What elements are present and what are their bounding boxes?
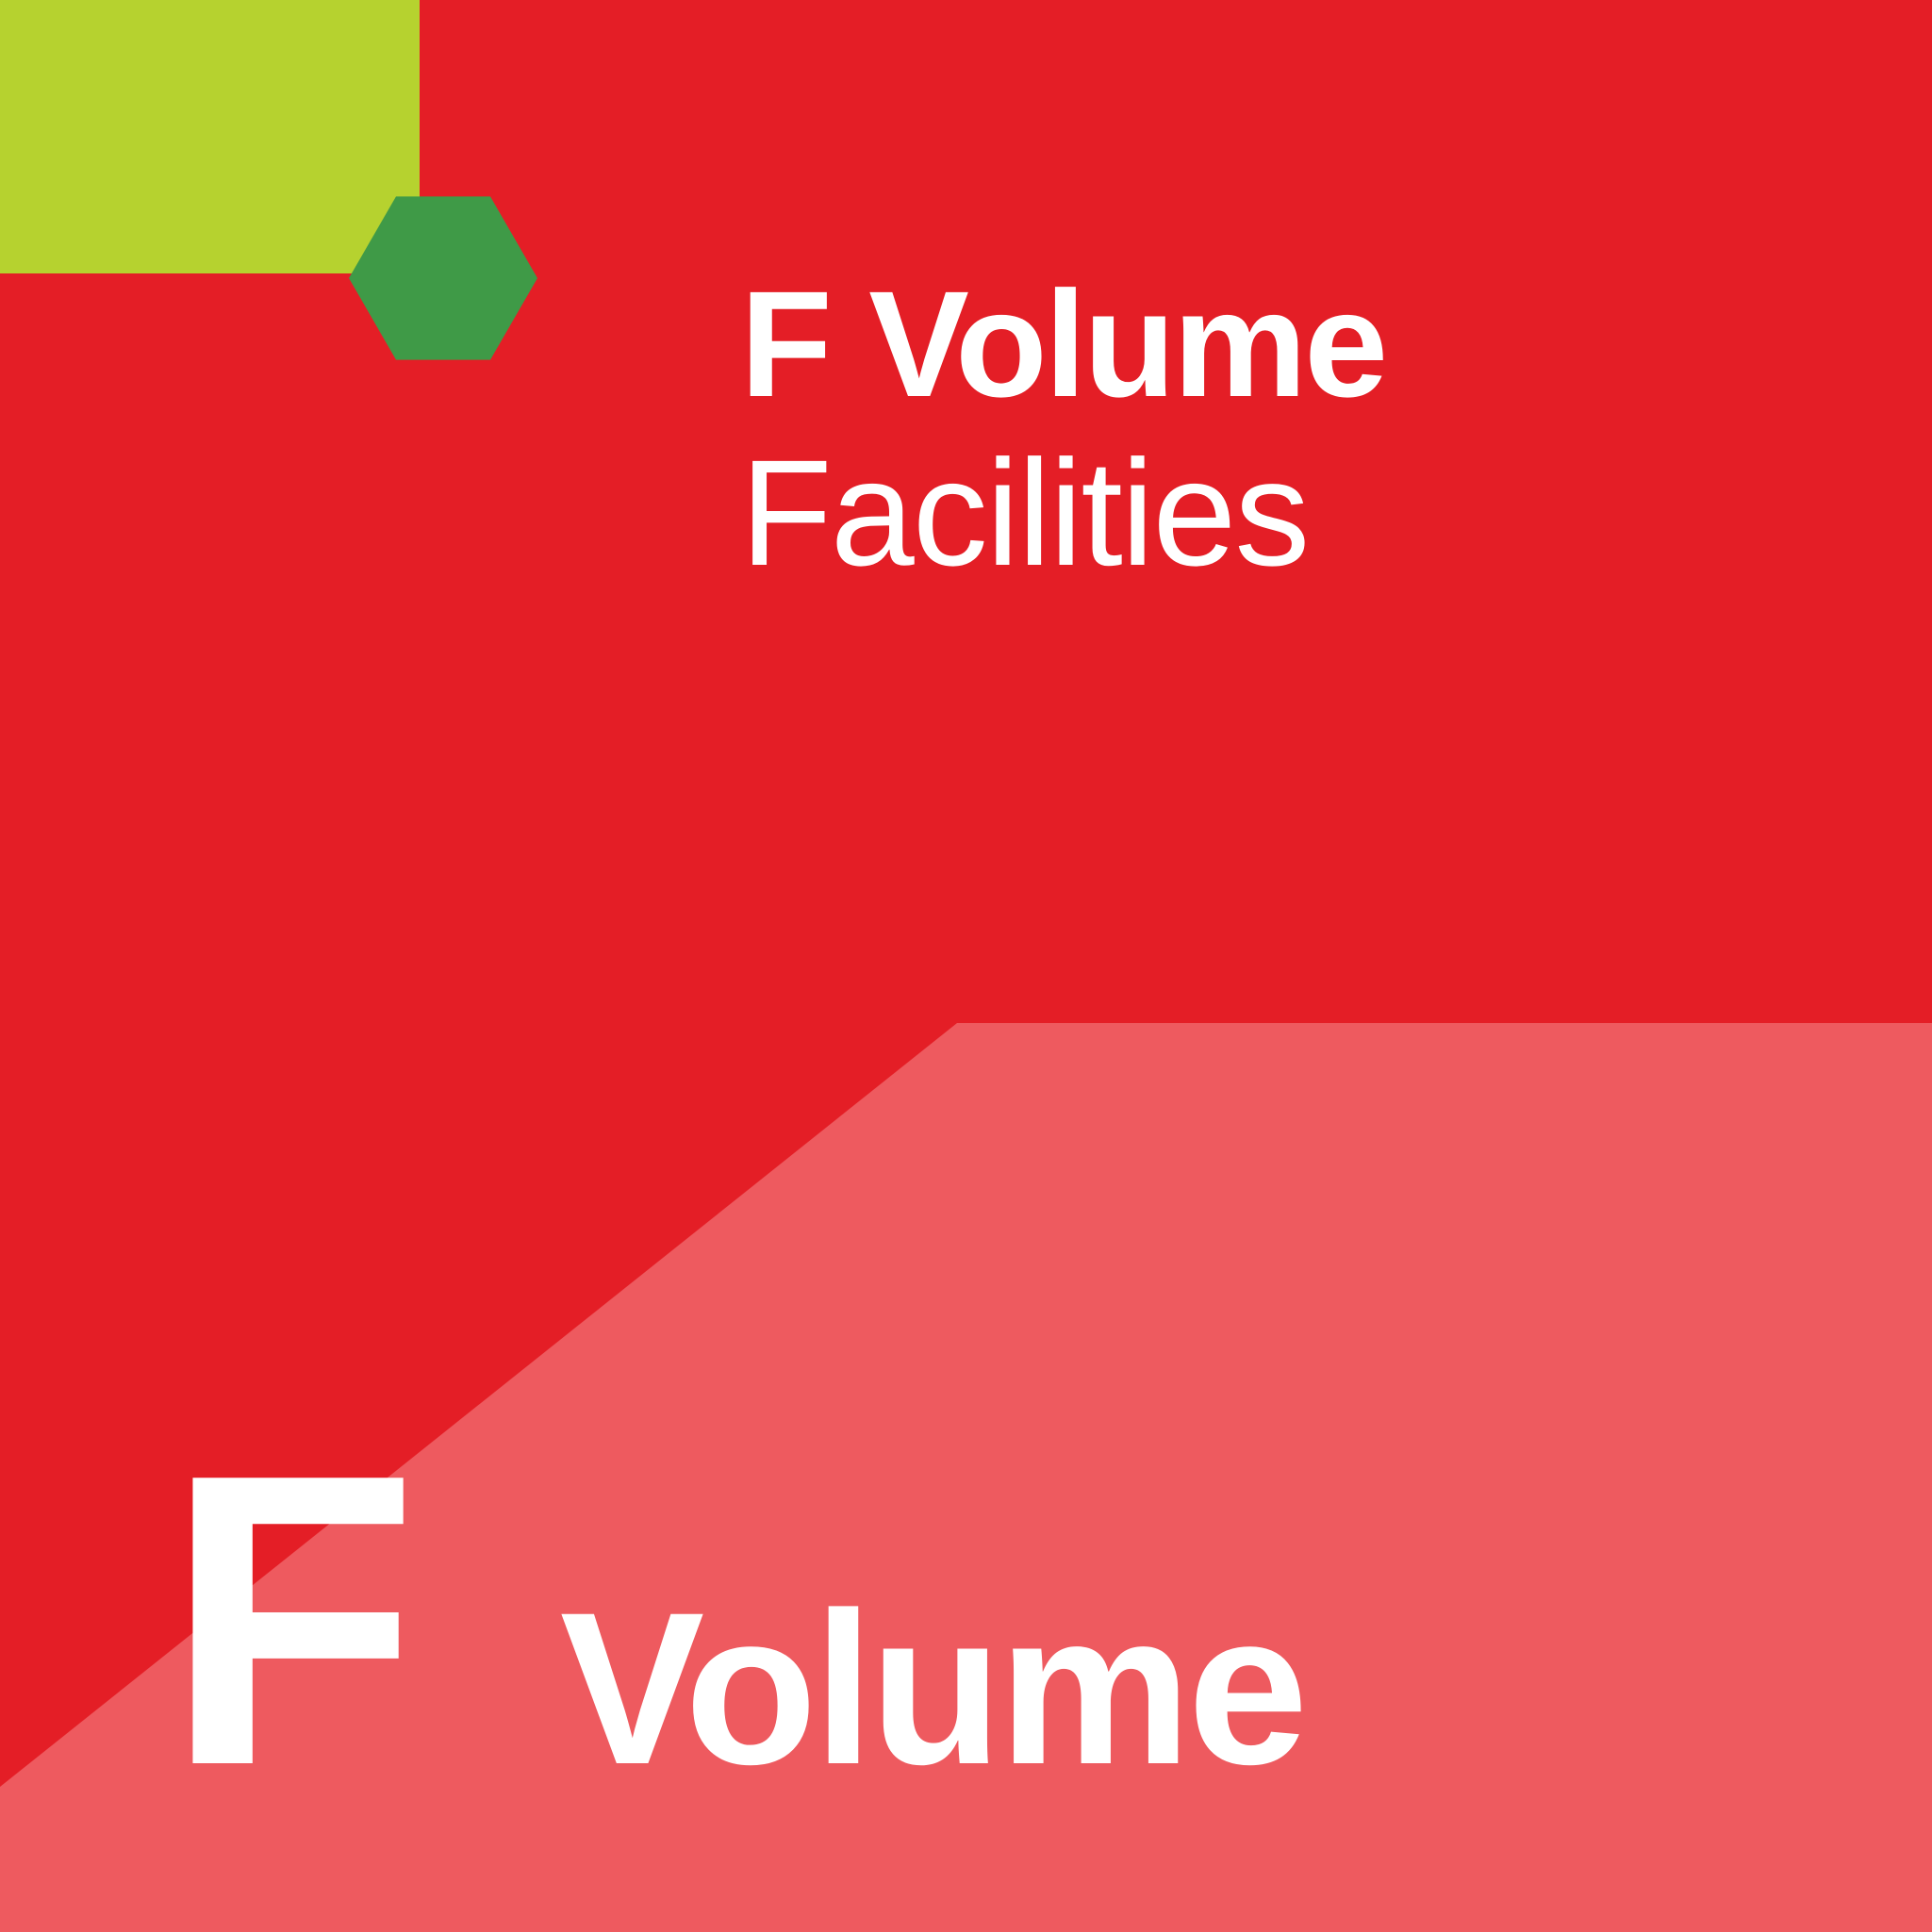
infographic-canvas: // apply fill from data for overlay poly… bbox=[0, 0, 1932, 1932]
bottom-title-block: F Volume bbox=[165, 1413, 1304, 1828]
hex-shape bbox=[349, 196, 537, 359]
top-title-block: F Volume Facilities bbox=[740, 259, 1385, 597]
top-title-line1: F Volume bbox=[740, 259, 1385, 428]
top-title-line2: Facilities bbox=[740, 428, 1385, 597]
bottom-big-letter: F bbox=[165, 1413, 409, 1828]
bottom-word: Volume bbox=[560, 1563, 1305, 1813]
